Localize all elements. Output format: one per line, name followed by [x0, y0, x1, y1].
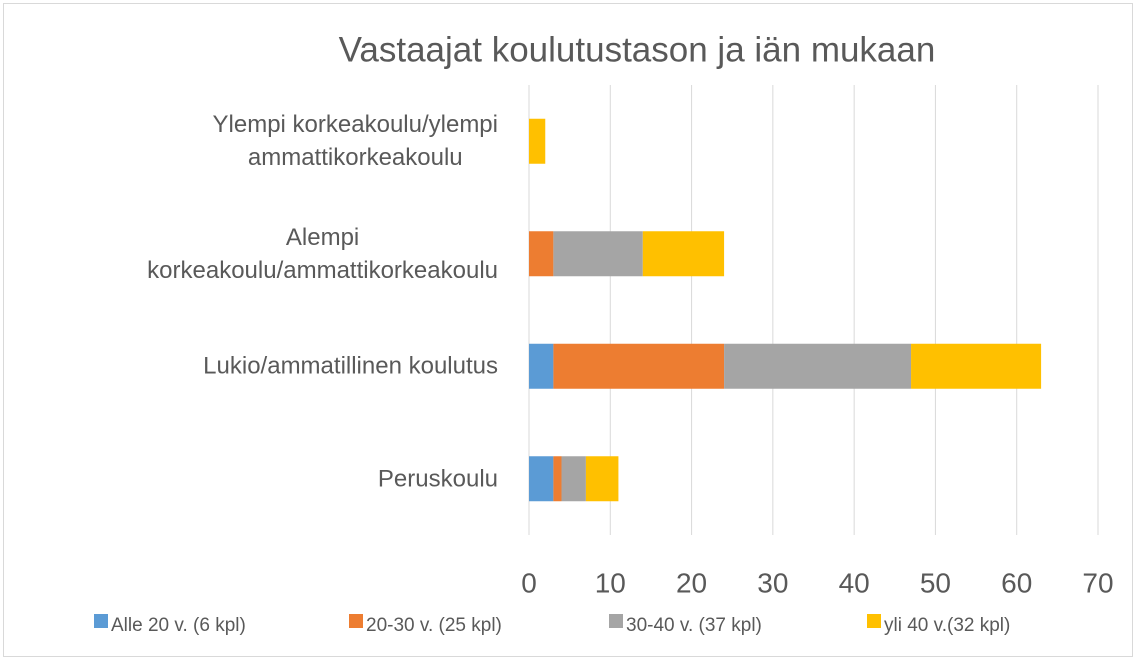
bar-segment — [529, 343, 554, 389]
x-tick-label: 40 — [839, 567, 870, 598]
x-tick-label: 0 — [521, 567, 537, 598]
y-tick-label: Lukio/ammatillinen koulutus — [203, 352, 498, 380]
x-tick-label: 30 — [757, 567, 788, 598]
bar-segment — [642, 231, 725, 277]
legend-swatch — [94, 614, 108, 628]
y-tick-label: Alempi korkeakoulu/ammattikorkeakoulu — [147, 223, 498, 284]
legend-label: 20-30 v. (25 kpl) — [366, 615, 502, 636]
x-tick-label: 60 — [1001, 567, 1032, 598]
y-tick-label: Ylempi korkeakoulu/ylempi ammattikorkeak… — [212, 111, 498, 172]
bar-segment — [553, 456, 562, 502]
bar-segment — [529, 456, 554, 502]
bar-segment — [911, 343, 1042, 389]
bar-segment — [553, 343, 725, 389]
x-tick-label: 50 — [920, 567, 951, 598]
x-tick-label: 70 — [1082, 567, 1113, 598]
legend-label: Alle 20 v. (6 kpl) — [111, 615, 246, 636]
x-tick-label: 10 — [595, 567, 626, 598]
bar-segment — [529, 231, 554, 277]
bar-segment — [553, 231, 643, 277]
legend-label: yli 40 v.(32 kpl) — [884, 615, 1010, 636]
legend-swatch — [609, 614, 623, 628]
legend-swatch — [349, 614, 363, 628]
x-tick-label: 20 — [676, 567, 707, 598]
legend-label: 30-40 v. (37 kpl) — [626, 615, 762, 636]
chart-title: Vastaajat koulutustason ja iän mukaan — [339, 30, 936, 69]
bar-segment — [724, 343, 912, 389]
bar-segment — [585, 456, 619, 502]
chart-border — [3, 3, 1133, 657]
bar-segment — [529, 118, 546, 164]
bar-segment — [561, 456, 586, 502]
legend-swatch — [867, 614, 881, 628]
y-tick-label: Peruskoulu — [377, 465, 498, 493]
